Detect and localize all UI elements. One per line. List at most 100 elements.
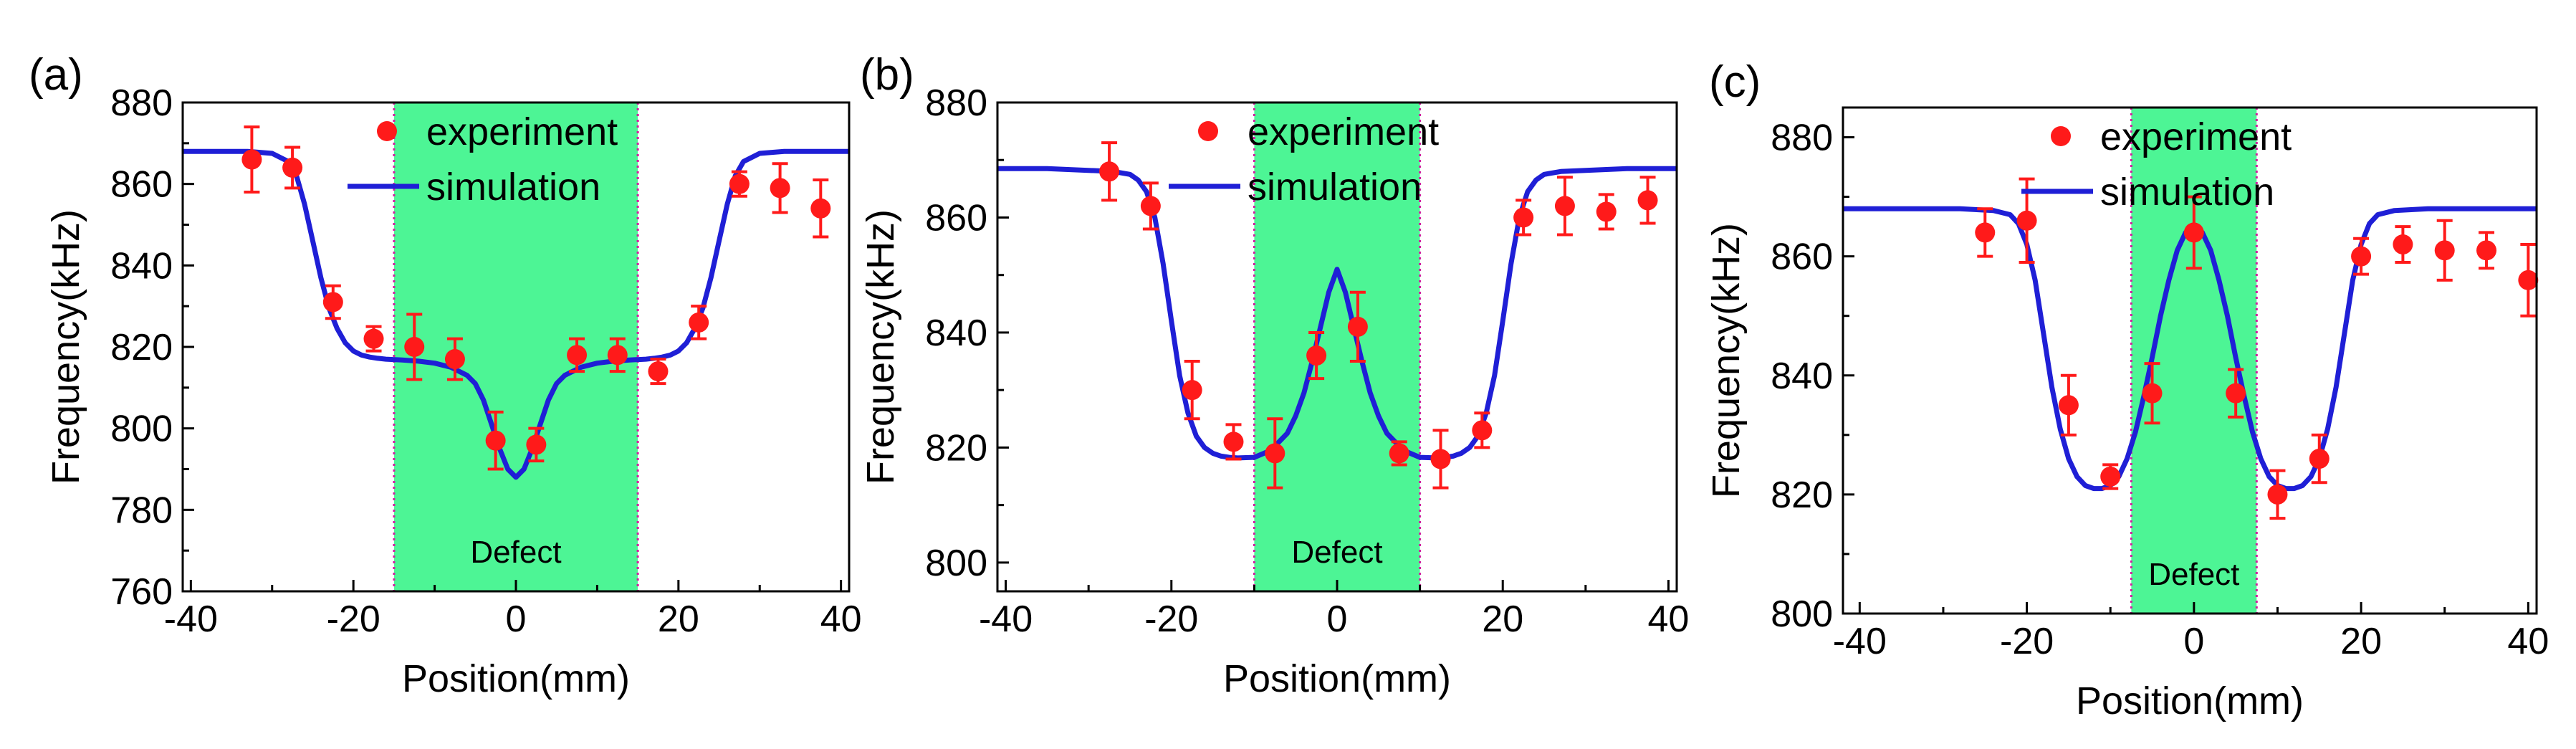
experiment-point (729, 173, 750, 194)
y-tick-label: 820 (1771, 474, 1833, 516)
x-tick-label: 40 (2507, 621, 2549, 662)
y-tick-label: 880 (110, 82, 173, 124)
y-tick-label: 760 (110, 571, 173, 613)
experiment-point (1637, 190, 1658, 211)
chart-panel-3: Defect -40 -20 0 20 40 800 820 840 860 880 Position… (1705, 57, 2549, 722)
y-tick-label: 800 (110, 409, 173, 450)
experiment-point (2058, 395, 2079, 416)
experiment-point (485, 430, 506, 451)
experiment-point (526, 434, 547, 455)
y-tick-label: 780 (110, 490, 173, 531)
legend-simulation-label: simulation (426, 166, 600, 209)
legend-experiment-label: experiment (426, 110, 618, 153)
x-tick-label: -20 (1144, 598, 1198, 640)
experiment-point (1140, 196, 1161, 216)
x-tick-label: 40 (820, 598, 862, 640)
experiment-point (2351, 246, 2372, 267)
x-tick-label: 40 (1648, 598, 1690, 640)
chart-panel-1: Defect -40 -20 0 20 40 760 780 800 820 840 860 880 Po… (29, 50, 862, 700)
x-tick-label: 20 (2340, 621, 2382, 662)
experiment-point (1389, 443, 1409, 464)
chart-panel-2: Defect -40 -20 0 20 40 800 820 840 860 880 Position… (859, 50, 1689, 700)
x-tick-label: 0 (1327, 598, 1348, 640)
legend-experiment-marker (1198, 121, 1218, 141)
x-tick-label: -40 (979, 598, 1033, 640)
y-tick-label: 860 (925, 197, 987, 239)
experiment-point (689, 312, 709, 333)
experiment-point (1099, 161, 1120, 182)
experiment-point (1430, 449, 1451, 469)
experiment-point (567, 345, 588, 366)
experiment-point (2183, 222, 2204, 243)
x-axis-title: Position(mm) (1223, 657, 1451, 700)
x-tick-label: 20 (1482, 598, 1523, 640)
y-tick-label: 880 (1771, 118, 1833, 159)
y-tick-label: 840 (925, 313, 987, 354)
experiment-point (2267, 484, 2288, 505)
x-axis-title: Position(mm) (402, 657, 630, 700)
x-tick-label: 0 (506, 598, 527, 640)
experiment-point (2016, 210, 2037, 231)
experiment-point (2226, 383, 2246, 404)
x-tick-label: -20 (327, 598, 380, 640)
panel-label: (a) (29, 50, 83, 100)
experiment-point (1182, 380, 1202, 401)
experiment-point (2309, 449, 2330, 469)
experiment-point (1513, 207, 1534, 228)
experiment-point (1265, 443, 1285, 464)
legend-experiment-marker (2051, 126, 2071, 146)
x-tick-label: -40 (164, 598, 218, 640)
defect-label: Defect (1291, 535, 1382, 570)
experiment-point (607, 345, 628, 366)
y-axis-title: Frequency(kHz) (859, 209, 902, 485)
plot-frame (1842, 106, 2538, 615)
experiment-point (363, 328, 384, 349)
y-axis-title: Frequency(kHz) (44, 209, 87, 485)
experiment-point (1596, 201, 1617, 222)
experiment-point (1554, 196, 1575, 216)
y-tick-label: 820 (925, 427, 987, 469)
experiment-point (322, 292, 343, 313)
y-tick-label: 820 (110, 327, 173, 368)
x-tick-label: 0 (2183, 621, 2204, 662)
x-tick-label: -20 (2000, 621, 2054, 662)
y-tick-label: 800 (925, 543, 987, 584)
experiment-point (282, 157, 303, 178)
experiment-point (2518, 269, 2539, 290)
x-tick-label: -40 (1833, 621, 1887, 662)
experiment-point (1223, 431, 1244, 452)
experiment-point (2434, 240, 2455, 261)
legend-experiment-marker (377, 121, 397, 141)
experiment-point (404, 337, 425, 357)
experiment-point (2142, 383, 2163, 404)
y-tick-label: 800 (1771, 593, 1833, 635)
experiment-point (1306, 345, 1327, 366)
experiment-point (2100, 466, 2121, 487)
experiment-point (1472, 420, 1493, 441)
defect-label: Defect (470, 535, 561, 570)
experiment-point (648, 361, 669, 382)
y-tick-label: 840 (1771, 356, 1833, 397)
experiment-point (444, 349, 465, 370)
y-tick-label: 840 (110, 245, 173, 287)
x-axis-title: Position(mm) (2076, 679, 2304, 722)
experiment-point (1975, 222, 1996, 243)
experiment-point (2476, 240, 2497, 261)
legend-simulation-label: simulation (1248, 166, 1422, 209)
y-tick-label: 860 (1771, 237, 1833, 278)
y-tick-label: 860 (110, 164, 173, 206)
experiment-point (2393, 234, 2413, 255)
y-axis-title: Frequency(kHz) (1705, 223, 1748, 498)
y-tick-label: 880 (925, 82, 987, 124)
experiment-point (1347, 316, 1368, 337)
panel-label: (c) (1709, 57, 1761, 107)
defect-label: Defect (2148, 557, 2239, 592)
defect-region (393, 102, 638, 591)
panel-label: (b) (860, 50, 914, 100)
experiment-point (241, 149, 262, 170)
experiment-point (810, 198, 831, 219)
legend-experiment-label: experiment (1248, 110, 1439, 153)
simulation-line (997, 166, 1677, 461)
legend-experiment-label: experiment (2100, 115, 2292, 158)
